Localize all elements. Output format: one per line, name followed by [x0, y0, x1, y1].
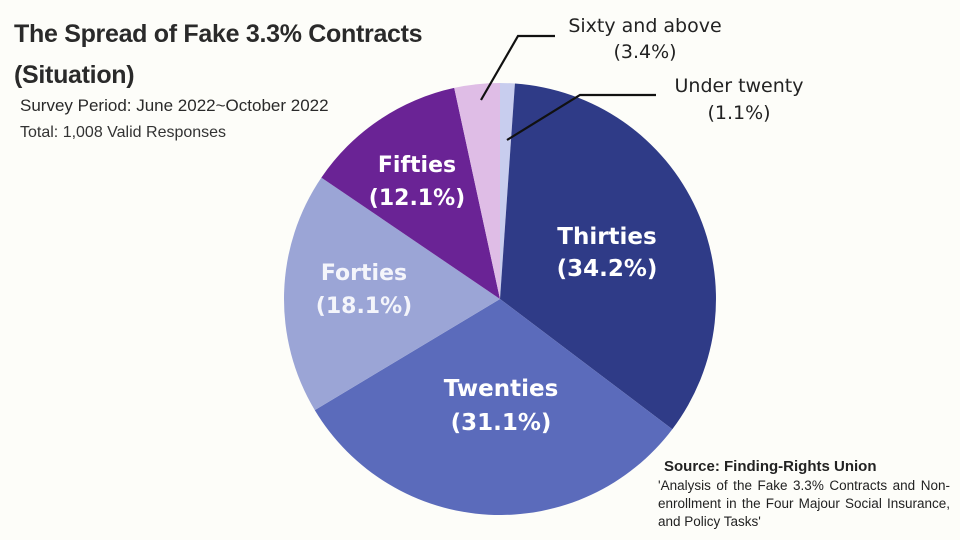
pie-slice-forties [283, 177, 500, 411]
total-responses: Total: 1,008 Valid Responses [20, 124, 227, 141]
chart-title: The Spread of Fake 3.3% Contracts (Situa… [14, 14, 423, 96]
source-body: 'Analysis of the Fake 3.3% Contracts and… [658, 478, 950, 529]
survey-period: Survey Period: June 2022~October 2022 [20, 96, 329, 115]
pie-slice-twenties [314, 299, 673, 515]
callout-line-under-twenty [506, 93, 656, 141]
label-under-twenty-name: Under twenty [675, 75, 804, 97]
source-heading: Source: Finding-Rights Union [664, 458, 877, 475]
pie-slice-thirties [500, 83, 716, 430]
pie-slice-sixty-and-above [454, 83, 500, 299]
label-sixty-name: Sixty and above [568, 15, 721, 37]
label-twenties-pct: (31.1%) [451, 410, 552, 436]
label-fifties-name: Fifties [378, 153, 456, 178]
callout-line-sixty [480, 34, 555, 101]
pie-slices [283, 83, 716, 515]
label-twenties-name: Twenties [444, 376, 559, 402]
label-thirties-pct: (34.2%) [557, 256, 658, 282]
label-forties-name: Forties [321, 261, 407, 286]
label-under-twenty-pct: (1.1%) [707, 102, 770, 124]
label-forties-pct: (18.1%) [316, 294, 412, 319]
label-fifties-pct: (12.1%) [369, 186, 465, 211]
title-line-1: The Spread of Fake 3.3% Contracts [14, 20, 423, 48]
label-thirties-name: Thirties [557, 224, 656, 250]
source-note: Source: Finding-Rights Union 'Analysis o… [658, 458, 950, 531]
title-line-2: (Situation) [14, 61, 135, 89]
label-sixty-pct: (3.4%) [613, 41, 676, 63]
pie-slice-fifties [321, 87, 500, 299]
